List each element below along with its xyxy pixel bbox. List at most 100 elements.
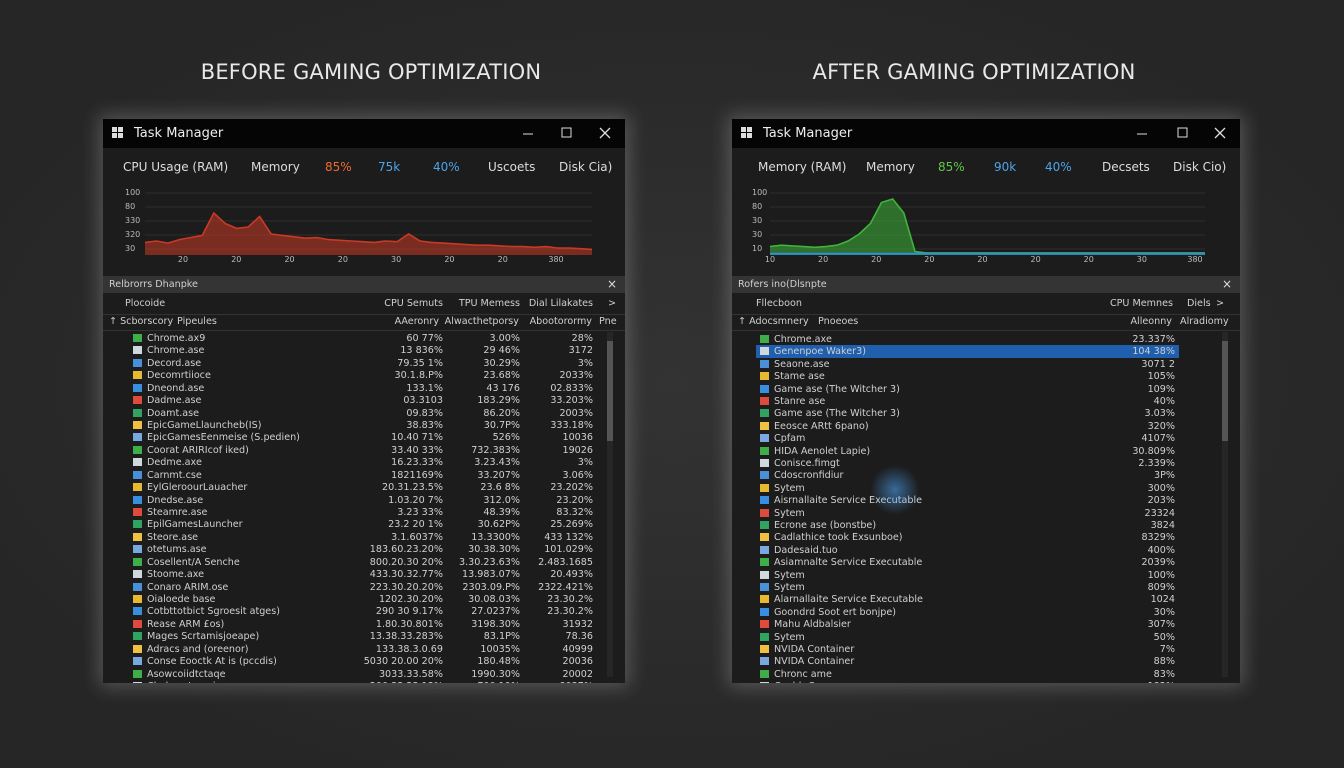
process-icon xyxy=(760,669,769,678)
process-cell: 5030 20.00 20% xyxy=(363,656,443,668)
x-axis-label: 20 xyxy=(871,255,882,264)
process-cell: Conisce.fimgt xyxy=(774,458,840,469)
process-cell: Stanre ase xyxy=(774,396,826,407)
process-cell: Sytem xyxy=(774,569,805,581)
process-icon xyxy=(133,421,142,429)
process-cell: Cdoscronfidiur xyxy=(774,470,844,482)
process-cell: Sytem xyxy=(774,482,805,494)
process-cell: NVIDA Container xyxy=(774,656,855,668)
process-icon xyxy=(760,682,769,683)
sort-header: Pipeules xyxy=(177,316,217,327)
process-icon xyxy=(760,397,769,405)
process-icon xyxy=(133,682,142,683)
header-stat: 90k xyxy=(994,160,1017,174)
process-cell: 20.31.23.5% xyxy=(382,482,443,494)
process-cell: 2039% xyxy=(1141,557,1175,569)
process-cell: 104 38% xyxy=(1132,346,1175,358)
process-cell: 23.6 8% xyxy=(480,482,520,494)
process-icon xyxy=(133,607,142,616)
process-cell: 79.35 1% xyxy=(397,357,443,369)
process-cell: Chronc ame xyxy=(774,668,832,680)
process-cell: 180.48% xyxy=(477,656,520,668)
process-cell: 30% xyxy=(1153,606,1175,618)
process-cell: Genenpoe Waker3) xyxy=(774,346,866,358)
process-cell: Dneond.ase xyxy=(147,382,205,394)
process-cell: 3.23.43% xyxy=(474,457,520,469)
process-cell: 183.60.23.20% xyxy=(369,544,443,556)
y-axis-label: 100 xyxy=(125,188,141,197)
process-cell: 3% xyxy=(577,457,593,469)
scrollbar-thumb xyxy=(1222,341,1228,441)
process-cell: 2322.421% xyxy=(538,581,593,593)
process-cell: HIDA Aenolet Lapie) xyxy=(774,445,871,457)
process-icon xyxy=(760,645,769,653)
process-cell: EylGleroourLauacher xyxy=(147,482,248,494)
process-cell: 30.809% xyxy=(1132,445,1175,457)
section-close: × xyxy=(607,277,618,291)
process-cell: 1821169% xyxy=(391,469,443,481)
process-cell: 40999 xyxy=(562,643,593,655)
process-cell: Dadesaid.tuo xyxy=(774,544,838,556)
y-axis-label: 10 xyxy=(752,244,763,253)
x-axis-label: 20 xyxy=(818,255,829,264)
window-controls xyxy=(112,127,611,139)
column-header: Fllecboon xyxy=(756,298,802,309)
process-icon xyxy=(133,396,142,405)
process-cell: Decomrtiioce xyxy=(147,370,211,382)
process-cell: 10.40 71% xyxy=(391,432,443,444)
process-cell: 3.30.23.63% xyxy=(459,556,520,568)
process-cell: 31932 xyxy=(562,618,593,630)
process-cell: 3% xyxy=(577,357,593,369)
process-cell: Alarnallaite Service Executable xyxy=(774,594,923,606)
process-cell: Seaone.ase xyxy=(774,358,830,370)
process-cell: Rease ARM £os) xyxy=(147,618,225,630)
cursor-glow xyxy=(870,465,920,515)
process-cell: 13 836% xyxy=(400,345,443,357)
x-axis-label: 10 xyxy=(764,255,776,264)
process-cell: 30.38.30% xyxy=(468,544,520,556)
process-cell: 33.207% xyxy=(477,469,520,481)
title-bar: Task Manager xyxy=(103,119,625,148)
process-cell: 23.30.2% xyxy=(547,594,593,606)
process-icon xyxy=(760,459,769,467)
scrollbar-thumb xyxy=(607,341,613,441)
after-title: AFTER GAMING OPTIMIZATION xyxy=(812,60,1136,84)
process-cell: Conaro ARIM.ose xyxy=(147,581,229,593)
process-icon xyxy=(133,458,142,467)
process-cell: 101.029% xyxy=(544,544,593,556)
process-cell: Game ase (The Witcher 3) xyxy=(774,383,900,395)
process-cell: 60 77% xyxy=(406,333,443,344)
process-cell: 8329% xyxy=(1141,532,1175,544)
sort-header: Alradiomy xyxy=(1180,316,1229,327)
process-cell: 526% xyxy=(492,432,520,444)
separator xyxy=(732,314,1240,315)
process-cell: Chrome.ase xyxy=(147,345,205,357)
process-cell: 10036 xyxy=(562,432,593,444)
process-cell: 50% xyxy=(1153,631,1175,643)
header-stat: Memory (RAM) xyxy=(758,160,847,174)
process-icon xyxy=(133,545,142,554)
process-icon xyxy=(760,508,769,517)
column-header: Diels xyxy=(1187,298,1211,309)
process-cell: Eeosce ARtt 6pano) xyxy=(774,420,869,432)
process-icon xyxy=(133,334,142,342)
process-cell: 48.39% xyxy=(483,507,520,519)
process-cell: 40% xyxy=(1153,396,1175,407)
process-cell: 3071 2 xyxy=(1141,358,1175,370)
header-stat: 40% xyxy=(1045,160,1072,174)
column-header: CPU Memnes xyxy=(1109,298,1173,309)
process-icon xyxy=(133,408,142,417)
process-icon xyxy=(133,557,142,566)
process-cell: Game ase (The Witcher 3) xyxy=(774,408,900,420)
process-cell: Aisrnallaite Service Executable xyxy=(774,495,923,507)
y-axis-label: 30 xyxy=(752,230,763,239)
process-icon xyxy=(133,358,142,367)
process-icon xyxy=(760,521,769,529)
process-cell: Oialoede base xyxy=(147,594,216,606)
process-cell: Coorat ARIRIcof iked) xyxy=(147,444,249,456)
process-cell: 28% xyxy=(571,333,593,344)
process-cell: 133.38.3.0.69 xyxy=(375,643,443,655)
process-cell: 23.30.2% xyxy=(547,606,593,618)
process-cell: 20036 xyxy=(562,656,593,668)
process-cell: 10035% xyxy=(480,643,520,655)
